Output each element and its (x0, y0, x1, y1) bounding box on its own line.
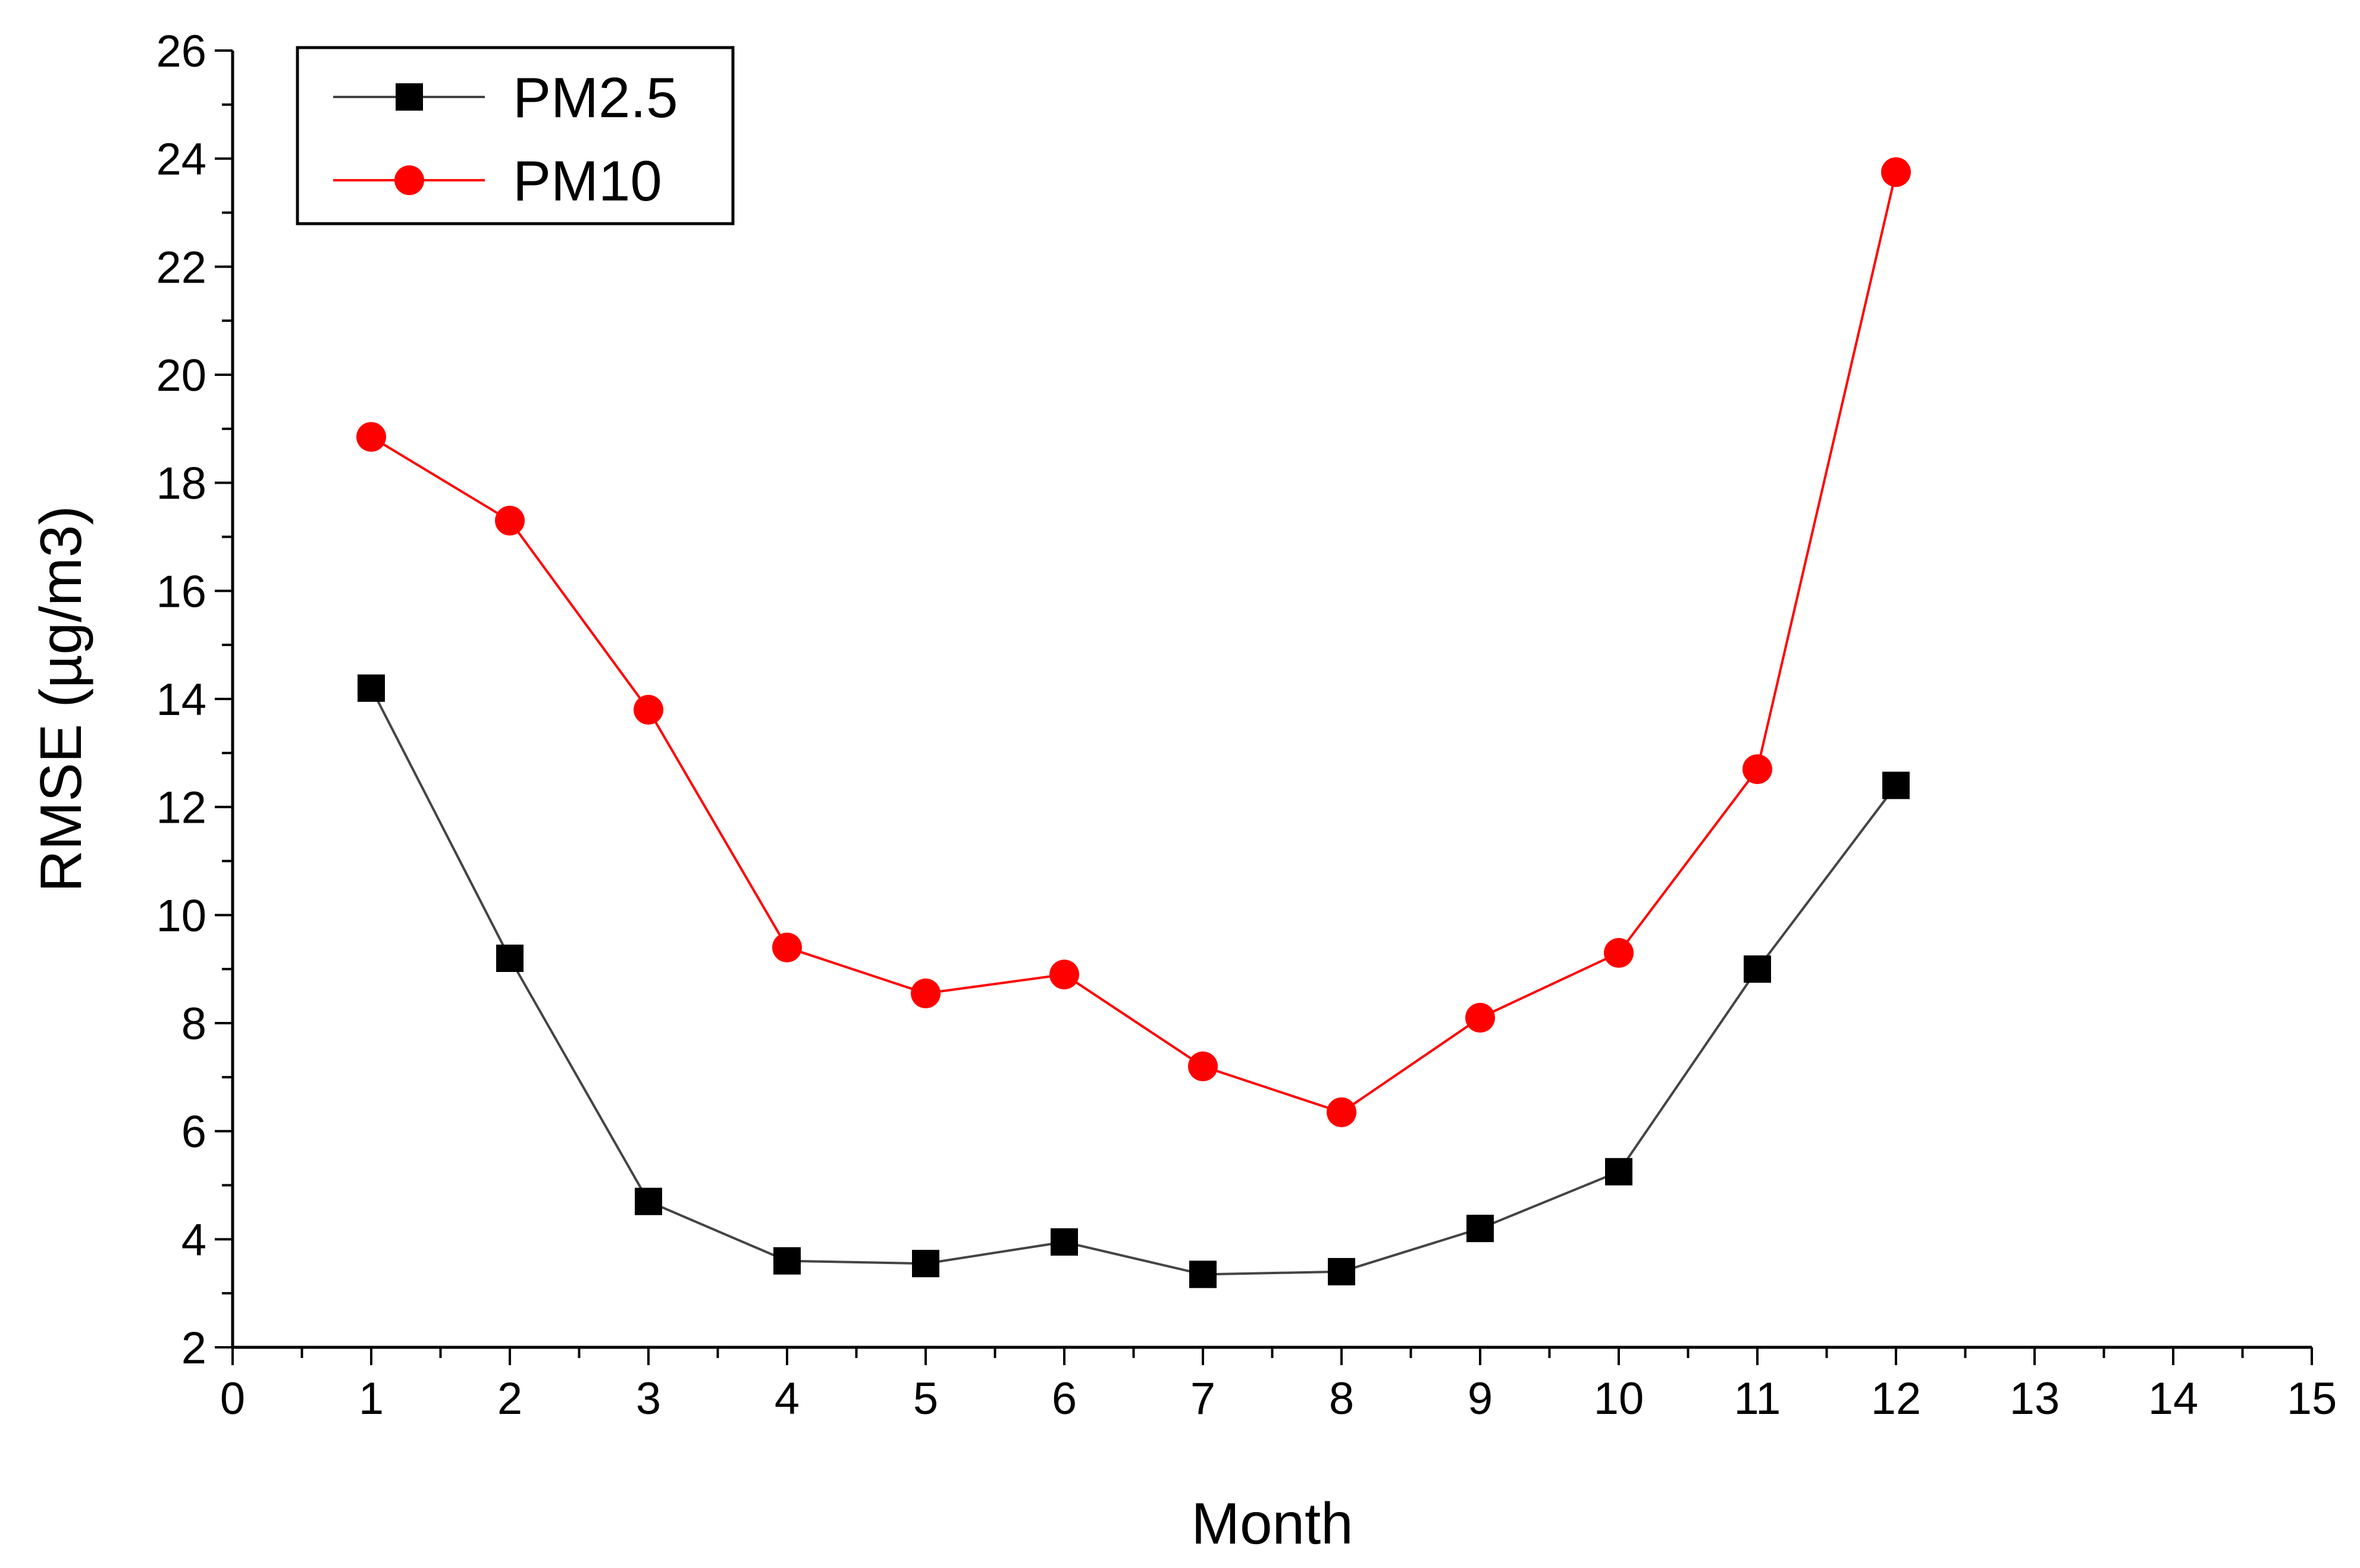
pm10-point (1465, 1002, 1495, 1033)
y-tick-label: 12 (156, 783, 206, 833)
x-tick-label: 0 (220, 1373, 245, 1424)
pm25-point (1605, 1158, 1632, 1186)
pm10-point (495, 506, 525, 536)
y-tick-label: 4 (181, 1215, 206, 1265)
y-tick-label: 26 (156, 26, 206, 77)
y-tick-label: 14 (156, 675, 206, 725)
pm25-point (1051, 1228, 1078, 1256)
series-pm25 (358, 674, 1910, 1288)
y-tick-label: 6 (181, 1107, 206, 1158)
pm25-point (1466, 1215, 1494, 1243)
x-tick-label: 10 (1594, 1373, 1644, 1424)
x-tick-label: 9 (1468, 1373, 1493, 1424)
pm10-point (772, 932, 802, 962)
y-axis-title: RMSE (µg/m3) (28, 506, 93, 892)
x-tick-label: 15 (2287, 1373, 2337, 1424)
series-layer (356, 157, 1911, 1288)
y-tick-label: 22 (156, 242, 206, 293)
pm25-point (912, 1250, 939, 1278)
legend-marker-pm25 (396, 83, 423, 111)
legend-marker-pm10 (394, 165, 424, 195)
pm25-point (496, 945, 524, 972)
x-tick-label: 11 (1734, 1373, 1781, 1424)
pm10-point (1188, 1051, 1218, 1081)
legend-label-pm10: PM10 (513, 149, 662, 213)
pm10-point (1049, 959, 1079, 990)
y-tick-label: 10 (156, 890, 206, 941)
x-tick-label: 2 (497, 1373, 522, 1424)
pm25-point (635, 1187, 662, 1215)
pm25-point (773, 1247, 801, 1275)
pm10-point (1881, 157, 1911, 187)
legend: PM2.5 PM10 (296, 46, 735, 225)
pm25-point (1328, 1257, 1355, 1285)
y-tick-label: 8 (181, 999, 206, 1049)
pm25-point (358, 674, 385, 702)
x-tick-label: 1 (359, 1373, 384, 1424)
legend-box (296, 46, 735, 225)
y-tick-label: 16 (156, 566, 206, 617)
pm25-point (1744, 955, 1771, 983)
x-tick-label: 8 (1329, 1373, 1354, 1424)
x-tick-label: 12 (1871, 1373, 1922, 1424)
axes: 0 1 2 3 4 5 6 7 8 9 10 11 12 13 14 15246810121416182022… (156, 26, 2337, 1424)
x-tick-label: 5 (913, 1373, 938, 1424)
pm10-point (1742, 754, 1772, 785)
x-tick-label: 6 (1052, 1373, 1077, 1424)
legend-label-pm25: PM2.5 (513, 66, 678, 130)
pm10-point (634, 695, 663, 725)
x-tick-label: 3 (636, 1373, 661, 1424)
x-axis-title: Month (1191, 1491, 1353, 1556)
series-pm10 (356, 157, 1911, 1127)
pm10-point (911, 979, 941, 1009)
y-tick-label: 18 (156, 459, 206, 509)
x-tick-label: 13 (2010, 1373, 2060, 1424)
x-tick-label: 7 (1190, 1373, 1215, 1424)
y-tick-label: 20 (156, 350, 206, 401)
pm10-point (1604, 937, 1634, 968)
y-tick-label: 2 (181, 1323, 206, 1373)
pm25-point (1882, 772, 1910, 799)
pm10-line (370, 171, 1897, 1114)
pm10-point (356, 422, 386, 452)
y-tick-label: 24 (156, 134, 206, 185)
pm25-point (1189, 1260, 1217, 1288)
pm25-line (370, 687, 1897, 1276)
x-tick-label: 14 (2148, 1373, 2199, 1424)
pm10-point (1327, 1097, 1356, 1127)
x-tick-label: 4 (775, 1373, 800, 1424)
